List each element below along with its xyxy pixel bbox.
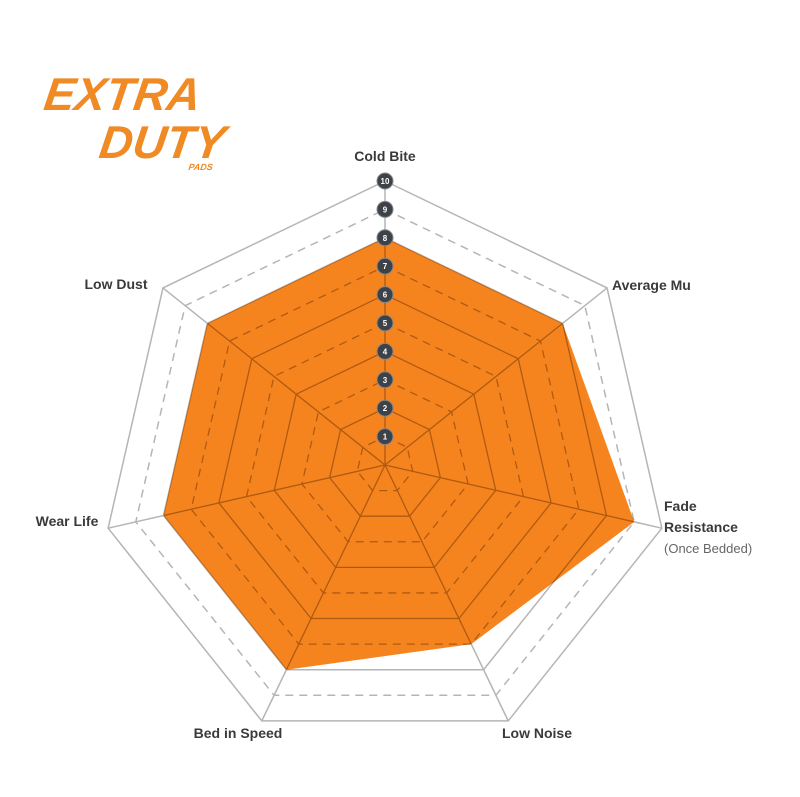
scale-badge-3: 3 [376,371,394,389]
inner-grid-ring-3 [301,379,469,543]
scale-badge-10: 10 [376,172,394,190]
grid-ring-9 [134,208,636,697]
badge-label: 4 [383,347,388,356]
logo-duty: DUTY [96,116,233,168]
scale-badge-6: 6 [376,286,394,304]
inner-grid-ring-5 [245,322,525,594]
axis-label-fade-1: Fade [664,498,697,514]
axis-label-wear-life: Wear Life [36,513,99,529]
badge-label: 3 [383,376,388,385]
logo-pads: PADS [188,162,214,172]
scale-badge-9: 9 [376,200,394,218]
inner-grid-spoke [384,464,635,529]
badge-label: 10 [381,177,390,186]
axis-label-fade-2: Resistance [664,519,738,535]
badge-label: 7 [383,262,388,271]
scale-badge-8: 8 [376,229,394,247]
badge-circle [376,286,394,304]
badge-label: 8 [383,234,388,243]
logo: EXTRA DUTY PADS [41,68,233,172]
inner-grid-ring-4 [273,350,497,569]
inner-grid-ring-7 [190,265,580,645]
badge-circle [376,314,394,332]
axis-label-low-noise: Low Noise [502,725,572,741]
badge-label: 6 [383,291,388,300]
logo-extra: EXTRA [41,68,204,120]
badge-label: 5 [383,319,388,328]
badge-circle [376,172,394,190]
badge-label: 1 [383,433,388,442]
scale-badge-2: 2 [376,399,394,417]
inner-grid-spoke [163,464,386,529]
badge-circle [376,342,394,360]
axis-label-low-dust: Low Dust [85,276,148,292]
badge-circle [376,399,394,417]
axis-label-fade-3: (Once Bedded) [664,541,752,556]
badge-circle [376,371,394,389]
axis-label-bed-in-speed: Bed in Speed [194,725,283,741]
axis-label-cold-bite: Cold Bite [354,148,416,164]
badge-label: 2 [383,404,388,413]
badge-circle [376,200,394,218]
badge-label: 9 [383,205,388,214]
scale-badges: 1 2 3 4 5 6 7 8 9 10 [376,172,394,446]
badge-circle [376,428,394,446]
badge-circle [376,257,394,275]
scale-badge-7: 7 [376,257,394,275]
grid-ring-10 [107,180,663,722]
scale-badge-5: 5 [376,314,394,332]
scale-badge-1: 1 [376,428,394,446]
inner-grid-spoke [384,464,509,670]
inner-grid-ring-2 [328,407,442,517]
inner-grid-ring-1 [356,435,414,492]
axis-label-average-mu: Average Mu [612,277,691,293]
inner-grid-ring-6 [218,293,552,620]
inner-grid-spoke [261,464,386,670]
scale-badge-4: 4 [376,342,394,360]
badge-circle [376,229,394,247]
